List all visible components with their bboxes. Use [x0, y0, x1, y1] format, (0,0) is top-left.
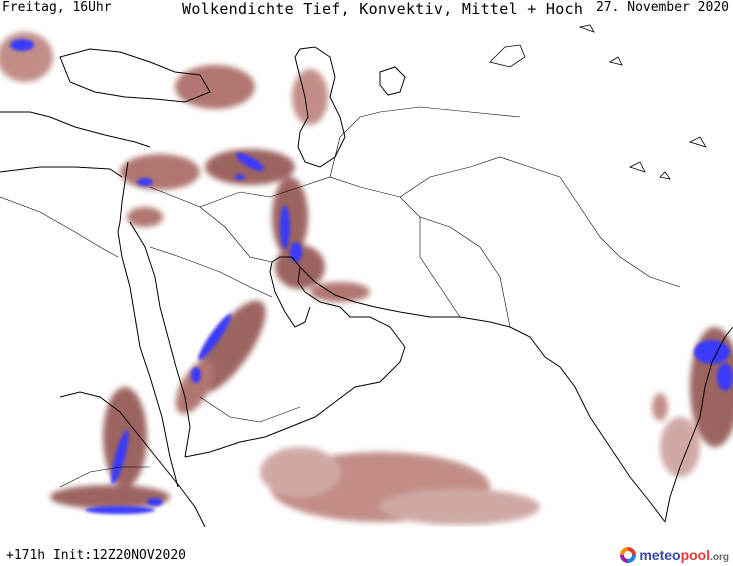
run-info-label: +171h Init:12Z20NOV2020 [6, 548, 187, 563]
valid-date-label: 27. November 2020 [595, 0, 729, 15]
coastlines [0, 46, 733, 527]
small-islands [489, 24, 707, 180]
valid-time-label: Freitag, 16Uhr [2, 0, 112, 15]
meteopool-logo[interactable]: meteopool.org [620, 545, 729, 565]
convective-cloud-layer [10, 39, 733, 514]
cloud-density-layer [0, 32, 733, 525]
meteopool-logo-icon [620, 547, 637, 563]
country-borders [0, 106, 681, 488]
weather-map [0, 24, 733, 527]
meteopool-logo-text: meteopool.org [639, 547, 729, 563]
map-title: Wolkendichte Tief, Konvektiv, Mittel + H… [182, 0, 584, 18]
